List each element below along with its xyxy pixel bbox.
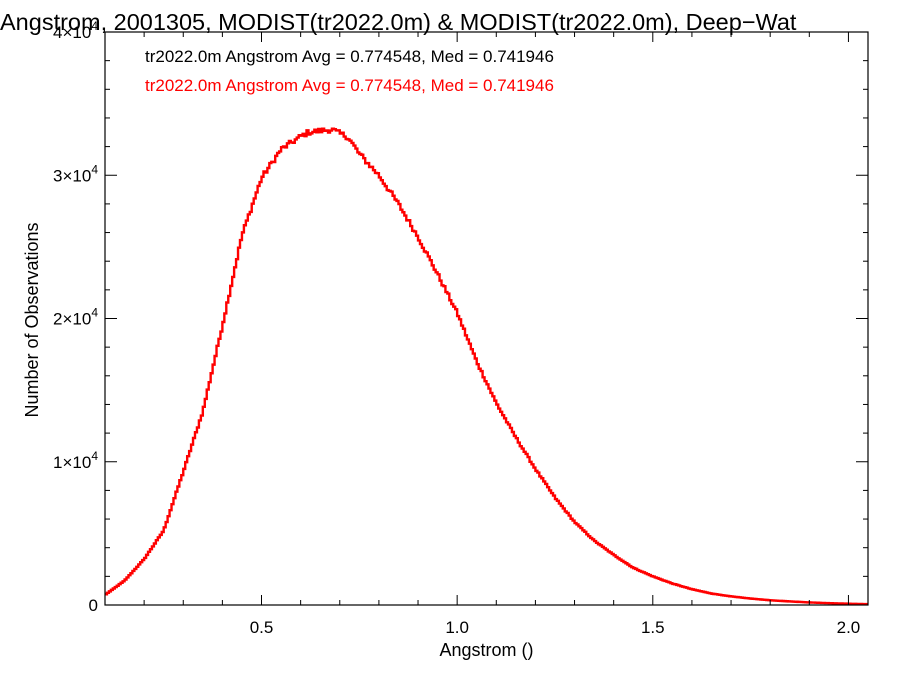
y-tick-label: 3×104 bbox=[53, 162, 98, 185]
histogram-series-1 bbox=[105, 127, 868, 606]
series-layer bbox=[105, 127, 868, 606]
x-tick-label: 1.5 bbox=[641, 618, 665, 637]
annotations: tr2022.0m Angstrom Avg = 0.774548, Med =… bbox=[145, 47, 554, 95]
y-axis-label: Number of Observations bbox=[22, 222, 42, 417]
y-tick-labels: 0 1×104 2×104 3×104 4×104 bbox=[53, 19, 98, 615]
y-tick-label: 2×104 bbox=[53, 306, 98, 329]
x-axis-label: Angstrom () bbox=[439, 640, 533, 660]
plot-frame bbox=[104, 31, 869, 606]
annotation-1: tr2022.0m Angstrom Avg = 0.774548, Med =… bbox=[145, 47, 554, 66]
y-tick-label: 4×104 bbox=[53, 19, 98, 42]
y-tick-label: 1×104 bbox=[53, 449, 98, 472]
x-tick-label: 2.0 bbox=[837, 618, 861, 637]
annotation-2: tr2022.0m Angstrom Avg = 0.774548, Med =… bbox=[145, 76, 554, 95]
axis-ticks bbox=[104, 31, 868, 606]
y-tick-label: 0 bbox=[89, 596, 98, 615]
chart-title: Angstrom, 2001305, MODIST(tr2022.0m) & M… bbox=[0, 9, 797, 35]
x-tick-label: 0.5 bbox=[250, 618, 274, 637]
x-tick-labels: 0.5 1.0 1.5 2.0 bbox=[250, 618, 861, 637]
x-tick-label: 1.0 bbox=[445, 618, 469, 637]
